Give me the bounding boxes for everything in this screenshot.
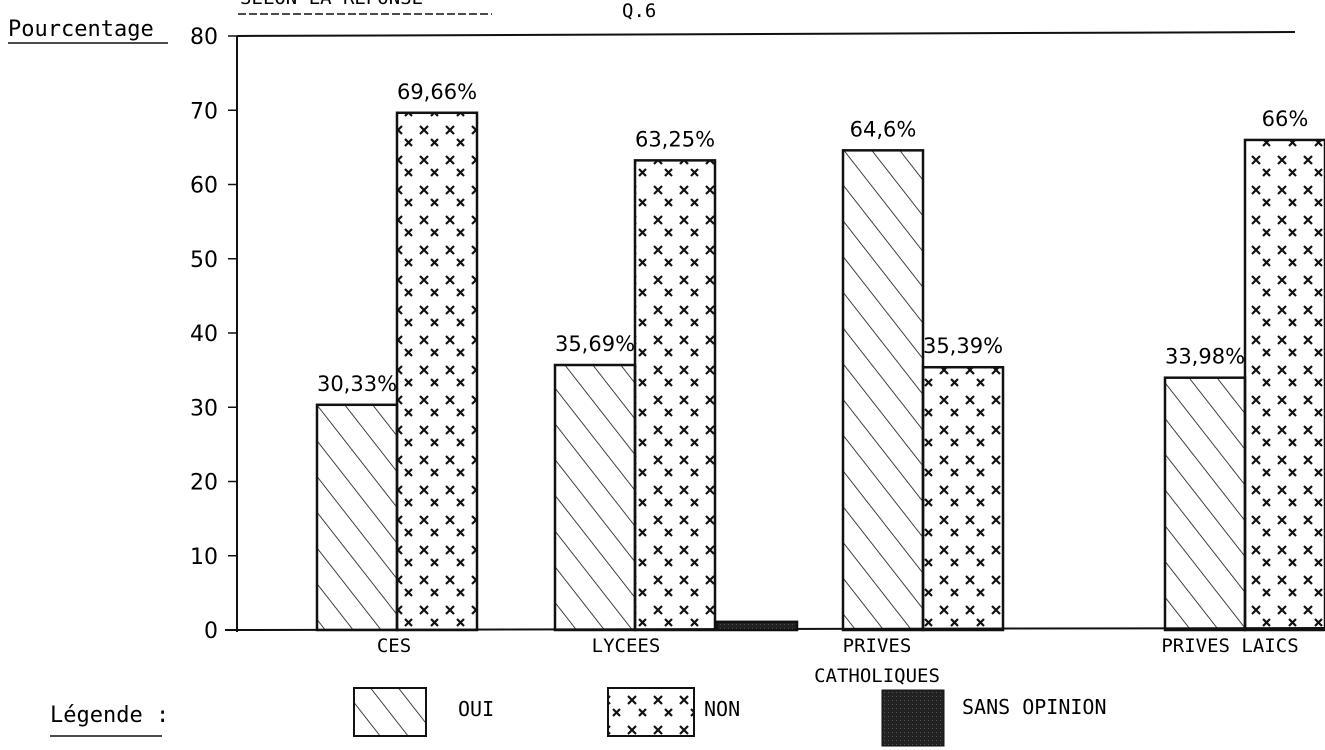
y-tick-label: 70: [190, 99, 218, 124]
y-axis-ticks: 0 10 20 30 40 50 60 70 80: [190, 25, 238, 644]
bar-non-2: [921, 365, 1005, 632]
data-label: 35,69%: [555, 332, 635, 356]
legend-label-non: NON: [704, 697, 740, 721]
data-label: 35,39%: [923, 334, 1003, 358]
bars-layer: 30,33% 69,66% 35,69% 63,25% 64,6% 35,39% 33,98…: [315, 80, 1325, 632]
legend-label-sans-opinion: SANS OPINION: [962, 695, 1107, 719]
bar-non-0: [395, 111, 479, 632]
x-tick-label: PRIVES LAICS: [1161, 635, 1298, 657]
x-tick-label: PRIVES: [843, 635, 912, 657]
bar-non-3: [1243, 138, 1325, 632]
bar-sans-opinion-1: [715, 620, 799, 632]
y-tick-label: 50: [190, 248, 218, 273]
y-tick-label: 0: [204, 619, 218, 644]
y-tick-label: 30: [190, 396, 218, 421]
y-tick-label: 10: [190, 545, 218, 570]
y-tick-label: 60: [190, 174, 218, 199]
bar-oui-1: [553, 363, 637, 632]
data-label: 64,6%: [850, 117, 917, 141]
y-tick-label: 20: [190, 471, 218, 496]
y-axis-label: Pourcentage: [8, 17, 154, 42]
legend-swatch-sans-opinion: [881, 689, 945, 747]
legend-title: Légende :: [50, 703, 169, 728]
bar-non-1: [633, 159, 717, 632]
bar-oui-0: [315, 403, 399, 632]
y-tick-label: 80: [190, 25, 218, 50]
x-tick-label: LYCEES: [592, 635, 661, 657]
bar-oui-2: [841, 149, 925, 632]
legend-swatch-oui: [353, 687, 427, 737]
header-fragment: SELON LA REPONSE: [240, 0, 423, 9]
data-label: 63,25%: [635, 127, 715, 151]
legend-label-oui: OUI: [458, 697, 494, 721]
bar-oui-3: [1163, 376, 1247, 632]
legend-swatch-non: [607, 687, 695, 737]
legend: Légende : OUI NON SANS OPINION: [50, 687, 1107, 747]
data-label: 33,98%: [1165, 345, 1245, 369]
top-frame-line: [236, 31, 1296, 37]
question-label: Q.6: [622, 0, 656, 22]
data-label: 69,66%: [397, 80, 477, 104]
x-tick-label: CATHOLIQUES: [814, 665, 940, 687]
y-tick-label: 40: [190, 322, 218, 347]
data-label: 30,33%: [317, 372, 397, 396]
x-tick-label: CES: [377, 635, 411, 657]
data-label: 66%: [1262, 107, 1309, 131]
x-axis-labels: CES LYCEES PRIVES CATHOLIQUES PRIVES LAICS: [377, 635, 1299, 687]
